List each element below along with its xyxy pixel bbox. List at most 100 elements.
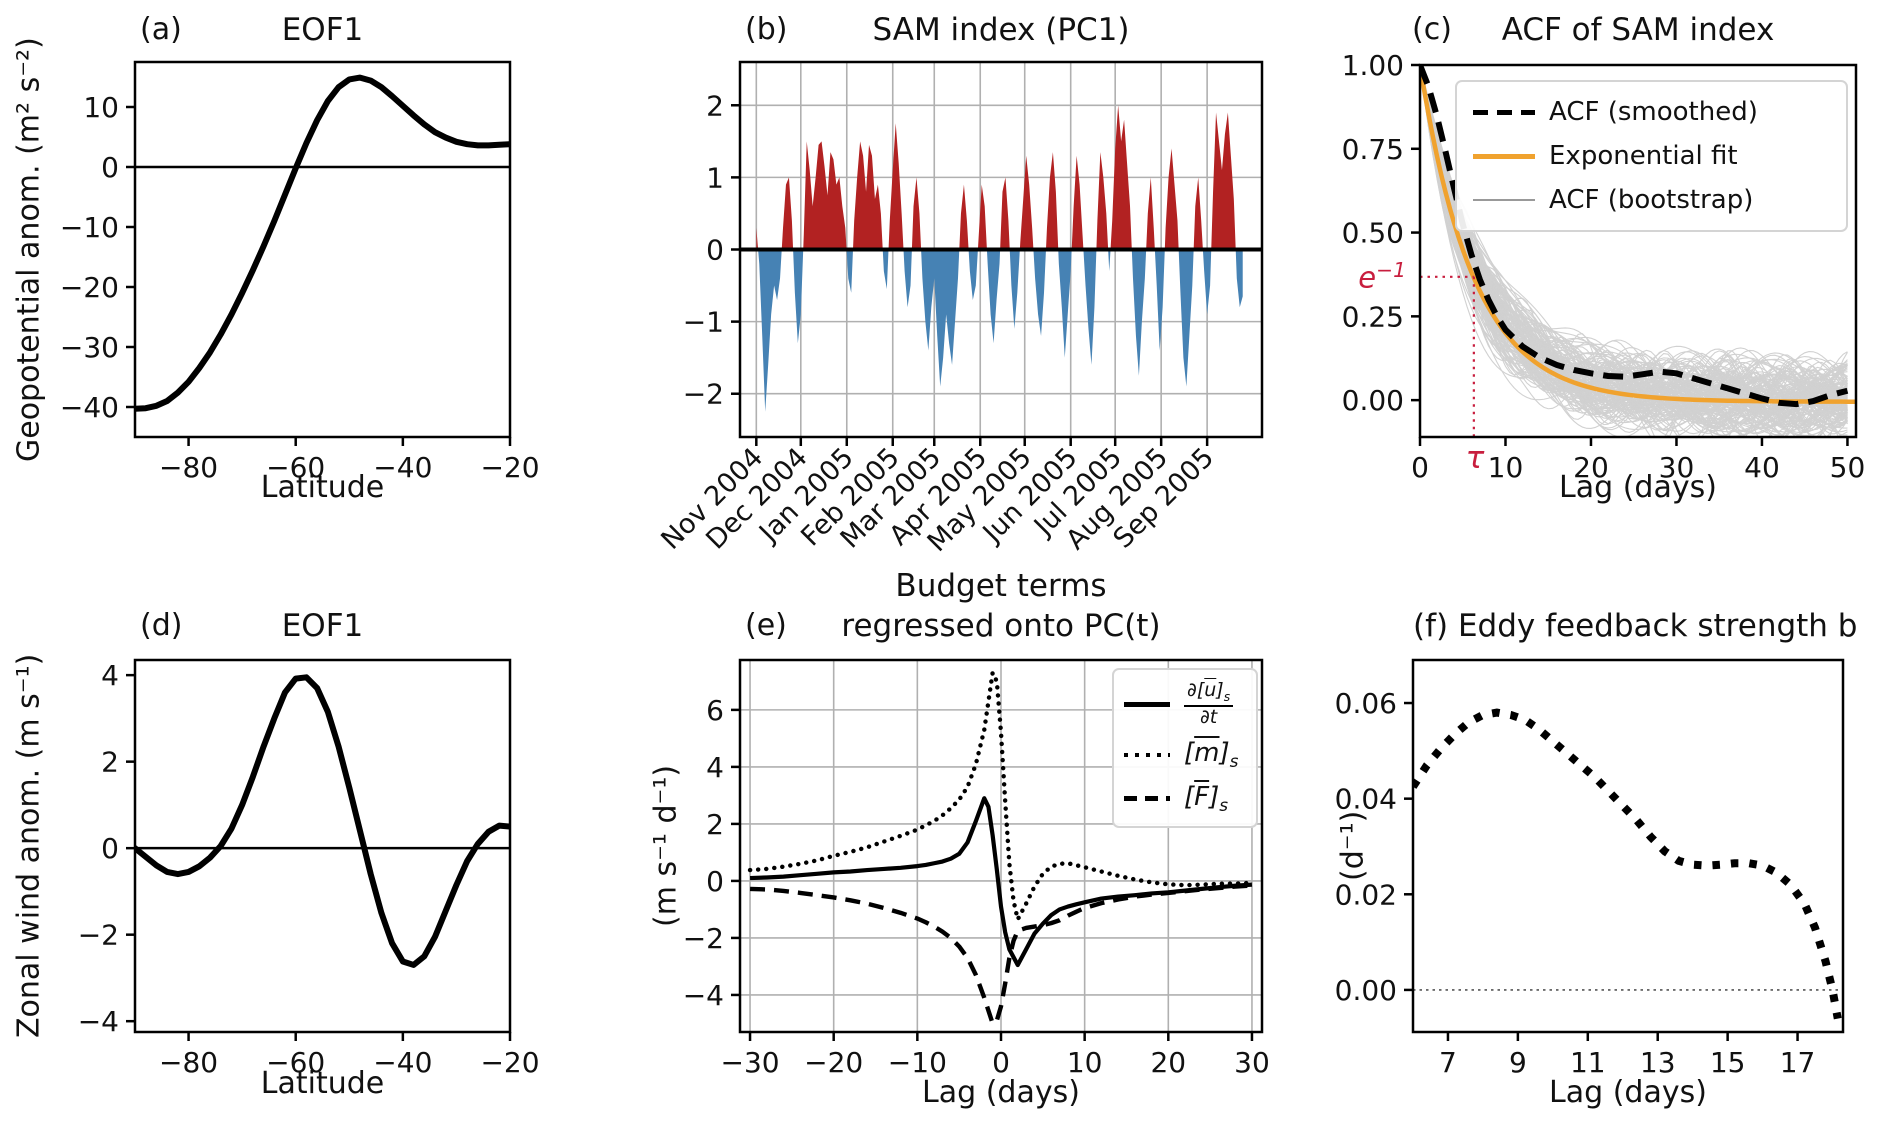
svg-text:0: 0 [1411,451,1429,484]
panel-e-legend: ∂[u]s ∂t [m]s [F]s [1112,668,1258,828]
legend-label: Exponential fit [1549,141,1738,171]
legend-label: [F]s [1184,781,1229,815]
panel-a-title: EOF1 [281,12,364,48]
svg-text:1.00: 1.00 [1342,49,1404,82]
svg-text:−2: −2 [683,378,724,411]
dashed-line-sample-icon [1473,109,1535,115]
svg-text:6: 6 [706,694,724,727]
svg-text:−40: −40 [60,391,119,424]
panel-d-letter: (d) [140,608,183,643]
svg-text:−40: −40 [373,1046,432,1079]
svg-text:−10: −10 [888,1046,947,1079]
svg-text:−20: −20 [480,1046,539,1079]
svg-text:2: 2 [706,89,724,122]
svg-text:−30: −30 [720,1046,779,1079]
panel-a-letter: (a) [140,12,182,47]
svg-text:30: 30 [1659,451,1695,484]
panel-d-title: EOF1 [281,608,364,644]
tau-annotation: τ [1465,440,1485,476]
legend-item-exponential-fit: Exponential fit [1473,141,1830,171]
svg-text:2: 2 [101,746,119,779]
solid-line-sample-icon [1473,153,1535,159]
panel-c-plot: 0 10 20 30 40 50 1.00 0.75 0.50 0.25 0.00 [1342,49,1866,484]
svg-text:−20: −20 [480,451,539,484]
panel-d-xlabel: Latitude [260,1066,385,1101]
svg-text:−40: −40 [373,451,432,484]
svg-text:0.04: 0.04 [1335,783,1397,816]
svg-text:0: 0 [706,234,724,267]
panel-c-title: ACF of SAM index [1501,12,1775,48]
svg-text:−30: −30 [60,331,119,364]
svg-text:0.02: 0.02 [1335,878,1397,911]
panel-a-plot: −80 −60 −40 −20 10 0 −10 −20 −30 −40 [60,60,540,484]
efold-base: e [1358,260,1377,295]
svg-text:30: 30 [1234,1046,1270,1079]
svg-text:0.50: 0.50 [1342,217,1404,250]
dotted-line-sample-icon [1124,752,1170,757]
panel-b-letter: (b) [745,12,788,47]
legend-label: [m]s [1184,738,1239,772]
svg-text:4: 4 [101,659,119,692]
svg-text:0: 0 [992,1046,1010,1079]
svg-text:20: 20 [1150,1046,1186,1079]
svg-text:17: 17 [1780,1046,1816,1079]
panel-e-title-line1: Budget terms [895,568,1107,604]
panel-b-title: SAM index (PC1) [872,12,1130,48]
legend-item-acf-bootstrap: ACF (bootstrap) [1473,185,1830,215]
svg-text:10: 10 [1067,1046,1103,1079]
svg-text:0: 0 [706,865,724,898]
panel-e-xlabel: Lag (days) [922,1075,1080,1110]
svg-text:4: 4 [706,751,724,784]
dashed-line-sample-icon [1124,796,1170,801]
panel-c-legend: ACF (smoothed) Exponential fit ACF (boot… [1455,80,1848,232]
panel-f-xlabel: Lag (days) [1549,1075,1707,1110]
svg-text:−2: −2 [683,922,724,955]
svg-text:2: 2 [706,808,724,841]
svg-text:0.25: 0.25 [1342,300,1404,333]
svg-text:13: 13 [1640,1046,1676,1079]
svg-text:−20: −20 [60,271,119,304]
svg-text:0: 0 [101,151,119,184]
svg-text:−20: −20 [804,1046,863,1079]
svg-text:0.06: 0.06 [1335,687,1397,720]
svg-text:0.00: 0.00 [1335,974,1397,1007]
legend-item-m-term: [m]s [1124,738,1246,771]
panel-e-title-line2: regressed onto PC(t) [841,608,1161,644]
panel-f-title: (f) Eddy feedback strength b [1413,608,1858,644]
efold-sup: −1 [1376,258,1406,282]
svg-text:20: 20 [1573,451,1609,484]
panel-a-xlabel: Latitude [260,470,385,505]
svg-text:−80: −80 [159,1046,218,1079]
panel-c-xlabel: Lag (days) [1559,470,1717,505]
legend-item-acf-smoothed: ACF (smoothed) [1473,97,1830,127]
svg-text:10: 10 [83,91,119,124]
svg-text:−4: −4 [78,1005,119,1038]
legend-item-tendency: ∂[u]s ∂t [1124,680,1246,728]
panel-d-ylabel: Zonal wind anom. (m s⁻¹) [11,653,47,1039]
legend-label: ACF (bootstrap) [1549,185,1754,215]
panel-e-letter: (e) [745,608,787,643]
svg-text:−4: −4 [683,979,724,1012]
panel-d-plot: −80 −60 −40 −20 4 2 0 −2 −4 [78,658,540,1079]
svg-text:−60: −60 [266,451,325,484]
svg-text:−10: −10 [60,211,119,244]
svg-text:9: 9 [1509,1046,1527,1079]
panel-e-ylabel: (m s⁻¹ d⁻¹) [648,764,684,928]
legend-label-fraction: ∂[u]s ∂t [1184,680,1234,728]
svg-text:10: 10 [1488,451,1524,484]
panel-f-plot: 7 9 11 13 15 17 0.06 0.04 0.02 0.00 [1335,658,1845,1079]
thin-line-sample-icon [1473,199,1535,201]
svg-text:−60: −60 [266,1046,325,1079]
panel-a-ylabel: Geopotential anom. (m² s⁻²) [11,37,47,462]
svg-text:50: 50 [1830,451,1866,484]
efold-annotation: e−1 [1316,258,1406,295]
svg-text:40: 40 [1744,451,1780,484]
legend-label: ACF (smoothed) [1549,97,1758,127]
svg-text:11: 11 [1570,1046,1606,1079]
panel-f-letter: (f) [1413,608,1449,644]
solid-line-sample-icon [1124,702,1170,707]
svg-text:0.75: 0.75 [1342,133,1404,166]
